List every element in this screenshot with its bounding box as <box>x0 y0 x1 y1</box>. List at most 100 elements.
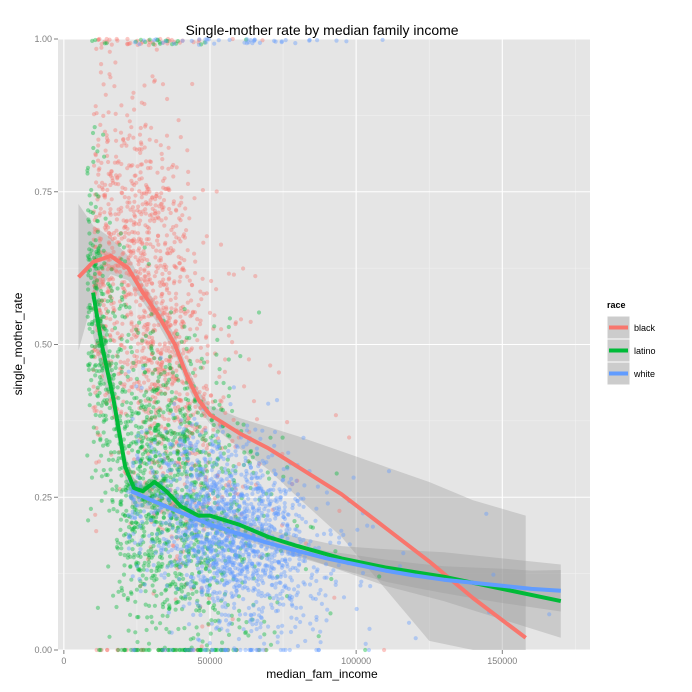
point-white <box>259 525 264 530</box>
point-latino <box>192 399 197 404</box>
point-latino <box>184 492 189 497</box>
point-black <box>164 282 169 287</box>
point-latino <box>101 248 106 253</box>
point-black <box>113 212 118 217</box>
point-latino <box>197 433 202 438</box>
point-latino <box>129 496 134 501</box>
point-white <box>225 535 230 541</box>
point-black <box>289 481 295 487</box>
point-black <box>257 462 262 467</box>
point-latino <box>219 510 225 515</box>
point-white <box>281 477 286 482</box>
point-black <box>236 462 241 467</box>
point-white <box>204 577 209 583</box>
point-white <box>213 474 218 479</box>
point-black <box>147 335 152 340</box>
point-black <box>123 224 128 229</box>
point-latino <box>233 514 238 519</box>
point-latino <box>91 159 96 164</box>
point-black <box>135 457 141 462</box>
point-latino <box>166 647 171 653</box>
point-black <box>194 425 200 430</box>
point-white <box>226 613 231 618</box>
point-black <box>98 236 104 241</box>
point-latino <box>257 647 262 653</box>
point-white <box>184 545 189 550</box>
point-white <box>229 537 234 542</box>
point-white <box>135 433 140 438</box>
point-black <box>155 360 160 365</box>
point-black <box>179 398 184 404</box>
point-latino <box>161 511 167 516</box>
point-white <box>413 636 418 641</box>
point-black <box>173 264 178 269</box>
point-white <box>254 571 259 576</box>
point-black <box>91 368 96 373</box>
point-black <box>147 189 152 194</box>
point-white <box>249 476 254 481</box>
point-white <box>202 487 207 492</box>
point-latino <box>99 474 104 479</box>
point-latino <box>123 420 128 425</box>
point-latino <box>148 515 154 521</box>
point-latino <box>244 620 249 625</box>
point-latino <box>195 429 200 434</box>
point-black <box>93 214 99 220</box>
point-latino <box>152 506 157 511</box>
point-white <box>193 522 198 528</box>
point-black <box>158 143 163 148</box>
point-latino <box>118 551 123 557</box>
point-latino <box>138 405 143 410</box>
point-latino <box>108 338 113 343</box>
point-black <box>100 281 105 287</box>
point-black <box>174 408 179 413</box>
point-white <box>278 495 283 500</box>
point-black <box>149 460 155 465</box>
point-latino <box>112 314 117 319</box>
point-white <box>291 533 296 538</box>
point-latino <box>217 402 222 407</box>
point-latino <box>183 554 188 559</box>
point-latino <box>157 356 163 361</box>
point-latino <box>150 573 156 579</box>
point-white <box>258 521 263 527</box>
point-latino <box>146 512 151 517</box>
point-white <box>269 602 274 607</box>
point-black <box>156 242 161 247</box>
point-latino <box>181 494 186 499</box>
point-black <box>164 251 170 256</box>
point-white <box>165 468 171 474</box>
point-black <box>119 409 124 414</box>
point-latino <box>138 469 143 474</box>
point-white <box>271 483 276 488</box>
point-black <box>108 212 113 217</box>
point-white <box>306 542 311 548</box>
point-white <box>214 570 219 576</box>
point-white <box>136 439 141 444</box>
point-latino <box>197 608 202 613</box>
point-black <box>185 148 190 153</box>
point-white <box>194 494 199 499</box>
point-black <box>147 263 152 268</box>
point-latino <box>145 442 150 447</box>
point-black <box>153 203 158 208</box>
point-white <box>203 428 208 433</box>
point-black <box>96 459 102 464</box>
point-latino <box>215 494 220 499</box>
point-latino <box>187 596 192 601</box>
point-white <box>134 511 139 516</box>
point-latino <box>184 548 189 553</box>
point-latino <box>123 531 128 537</box>
point-latino <box>173 490 178 495</box>
point-latino <box>85 168 90 173</box>
point-latino <box>207 593 212 598</box>
point-latino <box>199 560 204 566</box>
point-white <box>232 555 238 560</box>
point-black <box>128 207 133 212</box>
point-white <box>154 531 159 537</box>
point-latino <box>111 376 116 381</box>
point-latino <box>215 429 220 434</box>
point-latino <box>179 339 184 344</box>
point-latino <box>182 420 187 425</box>
